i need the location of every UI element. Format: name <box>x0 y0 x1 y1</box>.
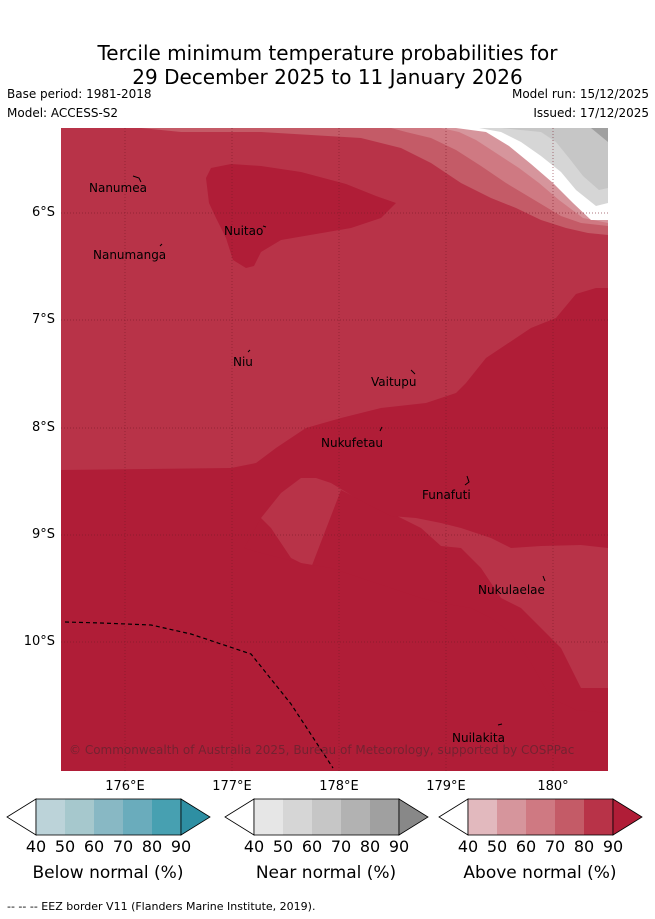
above-tick-90: 90 <box>602 837 624 856</box>
below-tick-90: 90 <box>170 837 192 856</box>
lon-label-180: 180° <box>537 779 569 794</box>
below-tick-60: 60 <box>83 837 105 856</box>
below-swatch-4 <box>152 799 181 835</box>
above-swatch-4 <box>584 799 613 835</box>
near-swatch-4 <box>370 799 399 835</box>
above-extend-high <box>612 798 643 836</box>
above-tick-40: 40 <box>457 837 479 856</box>
near-tick-80: 80 <box>359 837 381 856</box>
probability-map <box>61 128 608 771</box>
lat-label-6s: 6°S <box>31 205 55 220</box>
above-extend-low <box>438 798 469 836</box>
map-near-80 <box>591 128 608 142</box>
near-tick-90: 90 <box>388 837 410 856</box>
map-gridlines <box>61 128 608 771</box>
place-niu: Niu <box>233 355 253 369</box>
above-tick-60: 60 <box>515 837 537 856</box>
below-extend-low <box>6 798 37 836</box>
colorbar-near-label: Near normal (%) <box>255 863 397 883</box>
island-marks <box>132 175 546 726</box>
above-swatch-0 <box>468 799 497 835</box>
below-swatch-1 <box>65 799 94 835</box>
colorbar-above-label: Above normal (%) <box>463 863 617 883</box>
map-near-60 <box>501 128 608 190</box>
lon-label-179e: 179°E <box>426 779 466 794</box>
lat-label-8s: 8°S <box>31 420 55 435</box>
place-nukulaelae: Nukulaelae <box>478 583 545 597</box>
map-band-90 <box>61 288 608 548</box>
lon-label-177e: 177°E <box>212 779 252 794</box>
place-nuitao: Nuitao <box>224 224 264 238</box>
colorbar-above <box>438 798 643 836</box>
base-period: Base period: 1981-2018 <box>7 87 152 101</box>
above-tick-80: 80 <box>573 837 595 856</box>
below-extend-high <box>180 798 211 836</box>
below-swatch-3 <box>123 799 152 835</box>
above-swatch-1 <box>497 799 526 835</box>
map-region-90-nuitao <box>206 164 396 268</box>
lon-label-176e: 176°E <box>105 779 145 794</box>
below-tick-40: 40 <box>25 837 47 856</box>
eez-footnote: -- -- -- EEZ border V11 (Flanders Marine… <box>7 900 316 913</box>
above-swatch-3 <box>555 799 584 835</box>
place-nanumea: Nanumea <box>89 181 147 195</box>
near-swatch-1 <box>283 799 312 835</box>
near-tick-50: 50 <box>272 837 294 856</box>
map-region-90-south <box>61 548 608 771</box>
issued-date: Issued: 17/12/2025 <box>533 106 649 120</box>
colorbar-near <box>224 798 429 836</box>
lon-label-178e: 178°E <box>319 779 359 794</box>
above-swatch-2 <box>526 799 555 835</box>
probability-map-svg <box>61 128 608 771</box>
place-funafuti: Funafuti <box>422 488 471 502</box>
eez-border <box>64 621 334 769</box>
chart-title-line2: 29 December 2025 to 11 January 2026 <box>132 65 523 89</box>
near-tick-40: 40 <box>243 837 265 856</box>
below-tick-80: 80 <box>141 837 163 856</box>
below-tick-70: 70 <box>112 837 134 856</box>
near-tick-70: 70 <box>330 837 352 856</box>
colorbar-below-label: Below normal (%) <box>32 863 184 883</box>
above-tick-70: 70 <box>544 837 566 856</box>
colorbars <box>6 798 643 836</box>
model-name: Model: ACCESS-S2 <box>7 106 119 120</box>
place-nukufetau: Nukufetau <box>321 436 384 450</box>
place-nanumanga: Nanumanga <box>93 248 167 262</box>
place-vaitupu: Vaitupu <box>371 375 417 389</box>
below-tick-50: 50 <box>54 837 76 856</box>
lat-label-10s: 10°S <box>23 634 55 649</box>
lat-label-9s: 9°S <box>31 527 55 542</box>
near-swatch-0 <box>254 799 283 835</box>
near-tick-60: 60 <box>301 837 323 856</box>
above-tick-50: 50 <box>486 837 508 856</box>
colorbar-below <box>6 798 211 836</box>
copyright-notice: © Commonwealth of Australia 2025, Bureau… <box>69 743 575 757</box>
below-swatch-2 <box>94 799 123 835</box>
chart-title-line1: Tercile minimum temperature probabilitie… <box>97 41 558 65</box>
model-run: Model run: 15/12/2025 <box>511 87 649 101</box>
place-nuilakita: Nuilakita <box>452 731 505 745</box>
lat-label-7s: 7°S <box>31 312 55 327</box>
near-extend-low <box>224 798 255 836</box>
near-swatch-2 <box>312 799 341 835</box>
below-swatch-0 <box>36 799 65 835</box>
near-extend-high <box>398 798 429 836</box>
map-region-80b <box>61 128 608 470</box>
near-swatch-3 <box>341 799 370 835</box>
